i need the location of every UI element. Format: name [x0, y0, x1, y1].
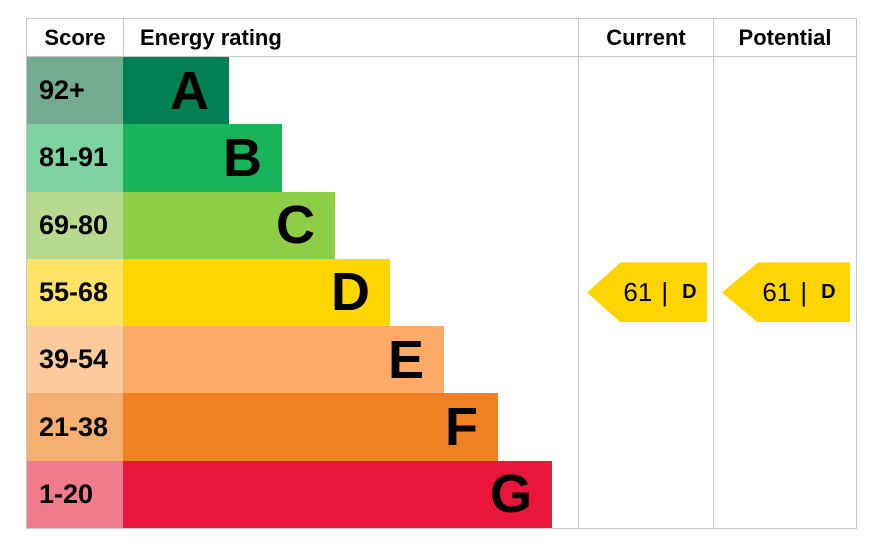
current-cell — [578, 460, 713, 528]
arrow-letter: D — [821, 281, 836, 304]
potential-cell — [713, 326, 856, 394]
band-bar: F — [123, 393, 498, 461]
potential-cell — [713, 393, 856, 461]
current-rating-arrow: 61 | D — [587, 262, 707, 323]
score-range-cell: 55-68 — [27, 258, 123, 327]
rating-cell: F — [123, 393, 578, 461]
potential-cell — [713, 57, 856, 125]
header-energy-rating: Energy rating — [123, 19, 578, 56]
rating-cell: A — [123, 57, 578, 125]
band-letter: G — [489, 464, 532, 525]
band-row: 55-68 D 61 | D 61 | D — [27, 258, 856, 327]
rating-cell: E — [123, 326, 578, 394]
band-letter: D — [331, 262, 370, 323]
header-current: Current — [578, 19, 713, 56]
current-cell — [578, 124, 713, 192]
band-row: 1-20 G — [27, 460, 856, 528]
arrow-value: 61 — [762, 277, 792, 308]
potential-cell — [713, 191, 856, 259]
band-row: 92+ A — [27, 57, 856, 125]
rating-cell: D — [123, 258, 578, 327]
score-range-cell: 69-80 — [27, 191, 123, 259]
potential-cell: 61 | D — [713, 258, 856, 327]
band-letter: B — [223, 127, 262, 188]
table-header: Score Energy rating Current Potential — [27, 19, 856, 57]
rating-cell: B — [123, 124, 578, 192]
band-row: 69-80 C — [27, 191, 856, 259]
band-rows: 92+ A 81-91 B 69-80 C 55-68 — [27, 57, 856, 528]
band-letter: C — [276, 195, 315, 256]
arrow-value: 61 — [623, 277, 653, 308]
band-row: 81-91 B — [27, 124, 856, 192]
band-letter: F — [445, 397, 478, 458]
score-range-cell: 92+ — [27, 57, 123, 125]
rating-cell: G — [123, 460, 578, 528]
band-bar: D — [123, 258, 390, 327]
current-cell: 61 | D — [578, 258, 713, 327]
band-bar: A — [123, 57, 229, 125]
arrow-divider: | — [800, 277, 808, 308]
current-cell — [578, 191, 713, 259]
epc-table: Score Energy rating Current Potential 92… — [26, 18, 857, 529]
header-potential: Potential — [713, 19, 856, 56]
score-range-cell: 21-38 — [27, 393, 123, 461]
potential-cell — [713, 460, 856, 528]
band-letter: E — [387, 329, 424, 390]
band-bar: C — [123, 191, 335, 259]
arrow-divider: | — [661, 277, 669, 308]
current-cell — [578, 393, 713, 461]
current-cell — [578, 326, 713, 394]
band-row: 21-38 F — [27, 393, 856, 461]
score-range-cell: 1-20 — [27, 460, 123, 528]
band-bar: G — [123, 460, 552, 528]
potential-cell — [713, 124, 856, 192]
score-range-cell: 81-91 — [27, 124, 123, 192]
header-score: Score — [44, 24, 106, 50]
band-bar: B — [123, 124, 282, 192]
rating-cell: C — [123, 191, 578, 259]
score-range-cell: 39-54 — [27, 326, 123, 394]
current-cell — [578, 57, 713, 125]
arrow-letter: D — [682, 281, 697, 304]
band-letter: A — [170, 60, 209, 121]
potential-rating-arrow: 61 | D — [722, 262, 850, 323]
band-bar: E — [123, 326, 444, 394]
band-row: 39-54 E — [27, 326, 856, 394]
